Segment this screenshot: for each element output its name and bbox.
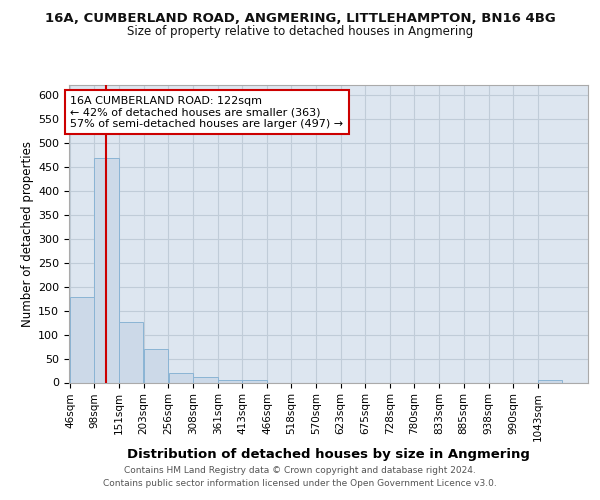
Bar <box>144 349 169 382</box>
Bar <box>119 322 143 382</box>
Bar <box>218 380 242 382</box>
Bar <box>193 377 218 382</box>
Text: 16A CUMBERLAND ROAD: 122sqm
← 42% of detached houses are smaller (363)
57% of se: 16A CUMBERLAND ROAD: 122sqm ← 42% of det… <box>70 96 344 129</box>
Text: 16A, CUMBERLAND ROAD, ANGMERING, LITTLEHAMPTON, BN16 4BG: 16A, CUMBERLAND ROAD, ANGMERING, LITTLEH… <box>44 12 556 26</box>
Bar <box>70 297 94 382</box>
Text: Contains HM Land Registry data © Crown copyright and database right 2024.
Contai: Contains HM Land Registry data © Crown c… <box>103 466 497 487</box>
X-axis label: Distribution of detached houses by size in Angmering: Distribution of detached houses by size … <box>127 448 530 461</box>
Bar <box>94 158 119 382</box>
Bar <box>169 373 193 382</box>
Y-axis label: Number of detached properties: Number of detached properties <box>21 141 34 327</box>
Bar <box>242 380 267 382</box>
Text: Size of property relative to detached houses in Angmering: Size of property relative to detached ho… <box>127 25 473 38</box>
Bar <box>538 380 562 382</box>
